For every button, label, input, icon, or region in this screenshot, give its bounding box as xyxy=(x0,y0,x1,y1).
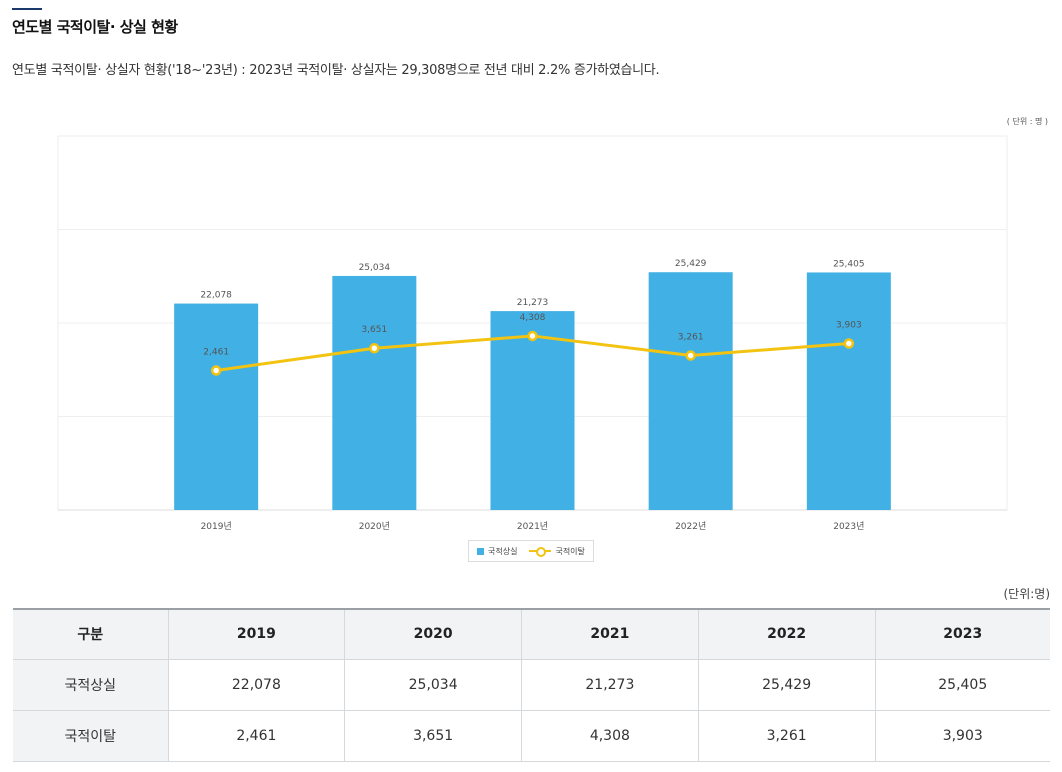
header-cell-year: 2022 xyxy=(697,608,876,660)
header-cell-year: 2019 xyxy=(167,608,346,660)
row-label: 국적상실 xyxy=(13,658,169,711)
line-point xyxy=(843,338,855,349)
bar-swatch-icon xyxy=(477,547,484,555)
table-row: 국적상실 22,078 25,034 21,273 25,429 25,405 xyxy=(13,658,1050,711)
header-cell-year: 2021 xyxy=(521,608,699,660)
header-cell-year: 2023 xyxy=(874,608,1050,660)
x-tick-label: 2019년 xyxy=(201,521,232,532)
line-point xyxy=(685,350,696,361)
bar xyxy=(174,303,259,510)
chart-unit-label: ( 단위 : 명 ) xyxy=(1006,117,1048,126)
line-point xyxy=(527,330,538,342)
bar xyxy=(490,311,575,510)
chart-legend[interactable]: 국적상실 국적이탈 xyxy=(468,540,594,562)
legend-label-line: 국적이탈 xyxy=(555,546,585,556)
line-value-label: 3,651 xyxy=(361,325,387,335)
table-cell: 22,078 xyxy=(167,658,346,711)
line-value-label: 2,461 xyxy=(203,347,229,357)
table-cell: 4,308 xyxy=(521,709,699,762)
table-header-row: 구분 2019 2020 2021 2022 2023 xyxy=(13,608,1050,660)
table-cell: 25,034 xyxy=(344,658,522,711)
x-tick-label: 2020년 xyxy=(359,521,390,532)
row-label: 국적이탈 xyxy=(13,709,169,762)
bar-value-label: 21,273 xyxy=(517,298,549,308)
legend-item-bar[interactable]: 국적상실 xyxy=(477,546,517,557)
bar-value-label: 25,429 xyxy=(675,259,707,269)
x-tick-label: 2021년 xyxy=(517,521,548,532)
bar-value-label: 25,405 xyxy=(833,259,865,269)
title-accent-bar xyxy=(12,8,42,10)
table-cell: 3,903 xyxy=(874,709,1050,762)
line-point xyxy=(369,342,380,354)
table-cell: 21,273 xyxy=(521,658,699,711)
header-cell-category: 구분 xyxy=(13,608,169,660)
bar-value-label: 22,078 xyxy=(200,291,232,301)
bar-value-label: 25,034 xyxy=(359,263,391,273)
line-point xyxy=(210,365,222,376)
page-subtitle: 연도별 국적이탈· 상실자 현황('18~'23년) : 2023년 국적이탈·… xyxy=(12,63,660,78)
header-cell-year: 2020 xyxy=(344,608,522,660)
data-table: 구분 2019 2020 2021 2022 2023 국적상실 22,078 … xyxy=(13,608,1050,762)
table-row: 국적이탈 2,461 3,651 4,308 3,261 3,903 xyxy=(13,709,1050,762)
bar xyxy=(806,272,891,510)
line-value-label: 4,308 xyxy=(520,313,546,323)
bar xyxy=(648,272,733,510)
page-title: 연도별 국적이탈· 상실 현황 xyxy=(12,18,178,36)
line-value-label: 3,903 xyxy=(836,321,862,331)
table-unit-label: (단위:명) xyxy=(1003,587,1050,601)
x-tick-label: 2023년 xyxy=(833,521,864,532)
legend-label-bar: 국적상실 xyxy=(488,546,518,556)
table-cell: 2,461 xyxy=(167,709,346,762)
legend-item-line[interactable]: 국적이탈 xyxy=(529,546,585,557)
table-cell: 25,405 xyxy=(874,658,1050,711)
table-cell: 3,651 xyxy=(344,709,522,762)
line-value-label: 3,261 xyxy=(678,333,704,343)
bar xyxy=(332,275,417,510)
table-cell: 3,261 xyxy=(697,709,876,762)
combo-chart: 22,078 25,034 21,273 25,429 25,405 2,461 3,651… xyxy=(57,135,1008,532)
table-cell: 25,429 xyxy=(697,658,876,711)
line-marker-icon xyxy=(529,546,552,557)
x-tick-label: 2022년 xyxy=(675,521,706,532)
